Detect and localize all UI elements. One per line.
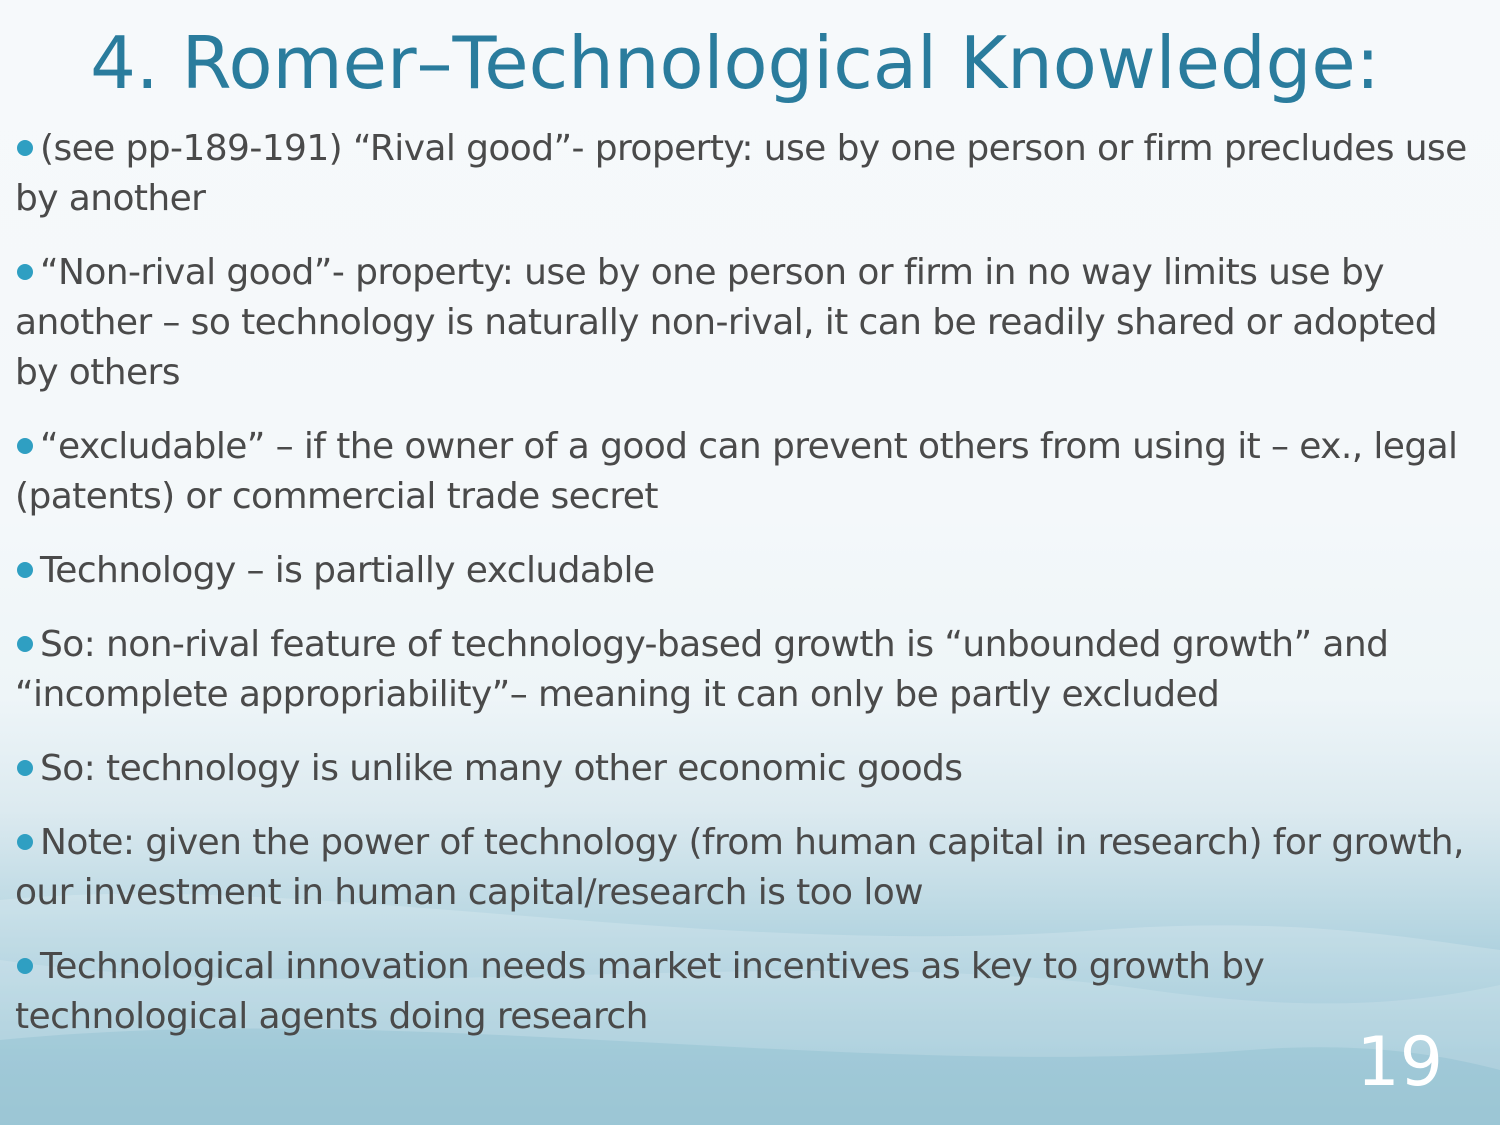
bullet-item: (see pp-189-191) “Rival good”- property:… [15, 124, 1485, 224]
bullet-text: “Non-rival good”- property: use by one p… [15, 252, 1438, 393]
bullet-item: So: non-rival feature of technology-base… [15, 620, 1485, 720]
bullet-text: Note: given the power of technology (fro… [15, 822, 1464, 913]
bullet-item: “Non-rival good”- property: use by one p… [15, 248, 1485, 398]
bullet-item: So: technology is unlike many other econ… [15, 744, 1485, 794]
bullet-text: Technology – is partially excludable [40, 550, 655, 591]
bullet-dot-icon [17, 834, 33, 850]
bullet-dot-icon [17, 140, 33, 156]
bullet-text: “excludable” – if the owner of a good ca… [15, 426, 1458, 517]
bullet-text: So: non-rival feature of technology-base… [15, 624, 1389, 715]
bullet-dot-icon [17, 438, 33, 454]
bullet-list: (see pp-189-191) “Rival good”- property:… [15, 124, 1485, 1066]
bullet-dot-icon [17, 958, 33, 974]
bullet-item: Technological innovation needs market in… [15, 942, 1485, 1042]
bullet-dot-icon [17, 264, 33, 280]
bullet-dot-icon [17, 760, 33, 776]
slide-title: 4. Romer–Technological Knowledge: [90, 21, 1380, 105]
bullet-text: (see pp-189-191) “Rival good”- property:… [15, 128, 1467, 219]
bullet-item: Note: given the power of technology (fro… [15, 818, 1485, 918]
bullet-text: Technological innovation needs market in… [15, 946, 1265, 1037]
bullet-dot-icon [17, 636, 33, 652]
slide-page-number: 19 [1356, 1023, 1443, 1102]
bullet-item: “excludable” – if the owner of a good ca… [15, 422, 1485, 522]
bullet-dot-icon [17, 562, 33, 578]
bullet-item: Technology – is partially excludable [15, 546, 1485, 596]
bullet-text: So: technology is unlike many other econ… [40, 748, 963, 789]
